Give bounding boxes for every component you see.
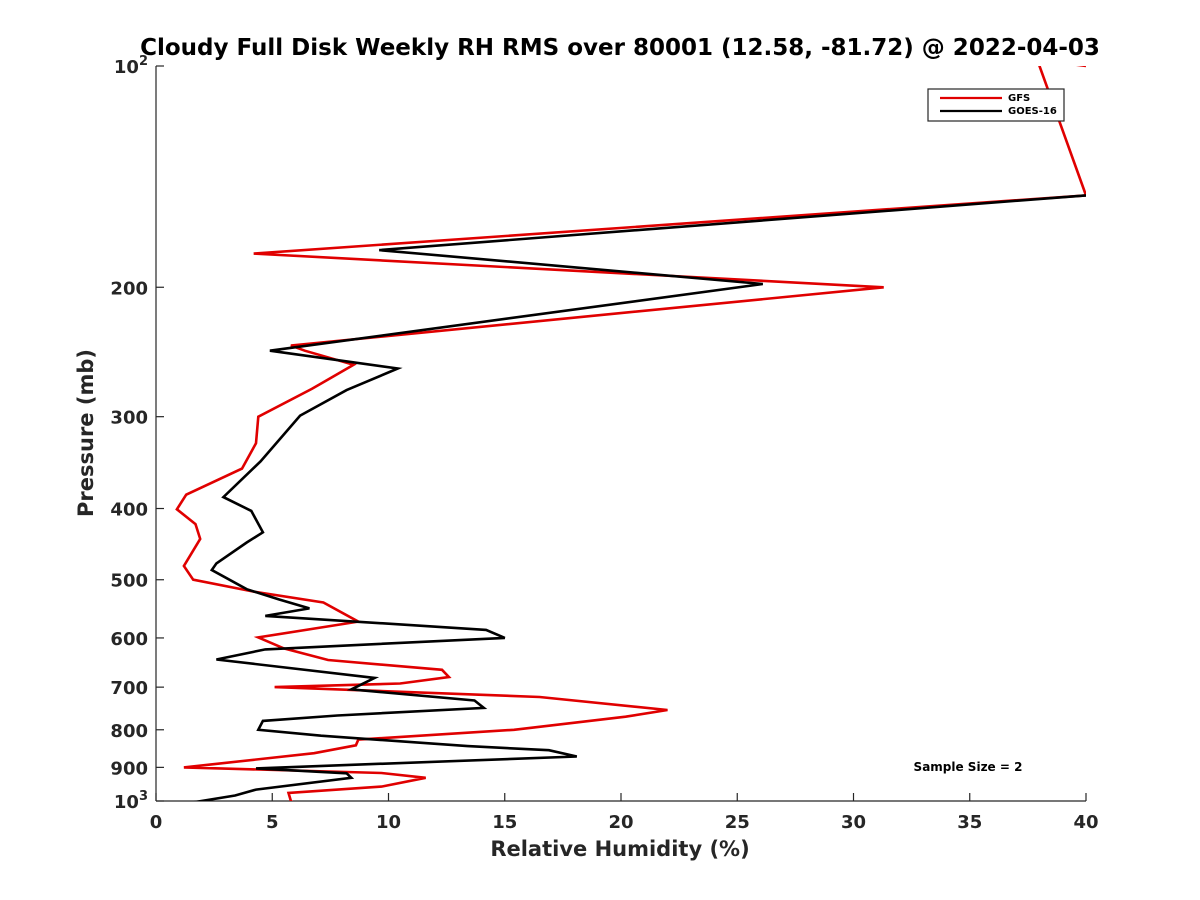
legend-box	[927, 88, 1065, 122]
x-tick-label: 35	[957, 812, 982, 833]
y-tick-label: 600	[110, 629, 148, 650]
y-tick-label: 500	[110, 571, 148, 592]
y-tick-label: 900	[110, 758, 148, 779]
series-line-goes16	[193, 194, 1086, 801]
y-tick-label: 200	[110, 278, 148, 299]
legend-label-gfs: GFS	[1008, 93, 1030, 104]
x-tick-label: 0	[150, 812, 163, 833]
y-axis-ticks: 102 200 300 400 500 600 700 800 900 103	[110, 54, 164, 813]
x-tick-label: 15	[492, 812, 517, 833]
x-tick-label: 25	[725, 812, 750, 833]
x-axis-ticks: 0 5 10 15 20 25 30 35 40	[150, 793, 1099, 833]
y-tick-label: 800	[110, 721, 148, 742]
x-axis-label: Relative Humidity (%)	[490, 837, 749, 861]
series-line-gfs	[175, 66, 1086, 801]
x-tick-label: 5	[266, 812, 279, 833]
x-tick-label: 20	[608, 812, 633, 833]
y-tick-label: 102	[114, 54, 148, 78]
y-tick-label: 400	[110, 500, 148, 521]
y-tick-label: 300	[110, 408, 148, 429]
chart-title: Cloudy Full Disk Weekly RH RMS over 8000…	[140, 35, 1100, 61]
legend-label-goes16: GOES-16	[1008, 106, 1057, 117]
x-tick-label: 10	[376, 812, 401, 833]
y-tick-label: 700	[110, 678, 148, 699]
x-tick-label: 40	[1073, 812, 1098, 833]
y-axis-label: Pressure (mb)	[74, 349, 98, 517]
series-layer	[175, 66, 1086, 801]
legend: GFS GOES-16	[927, 88, 1065, 122]
sample-size-annotation: Sample Size = 2	[914, 760, 1023, 774]
y-tick-label: 103	[114, 789, 148, 813]
x-tick-label: 30	[841, 812, 866, 833]
plot-area	[155, 66, 1086, 802]
